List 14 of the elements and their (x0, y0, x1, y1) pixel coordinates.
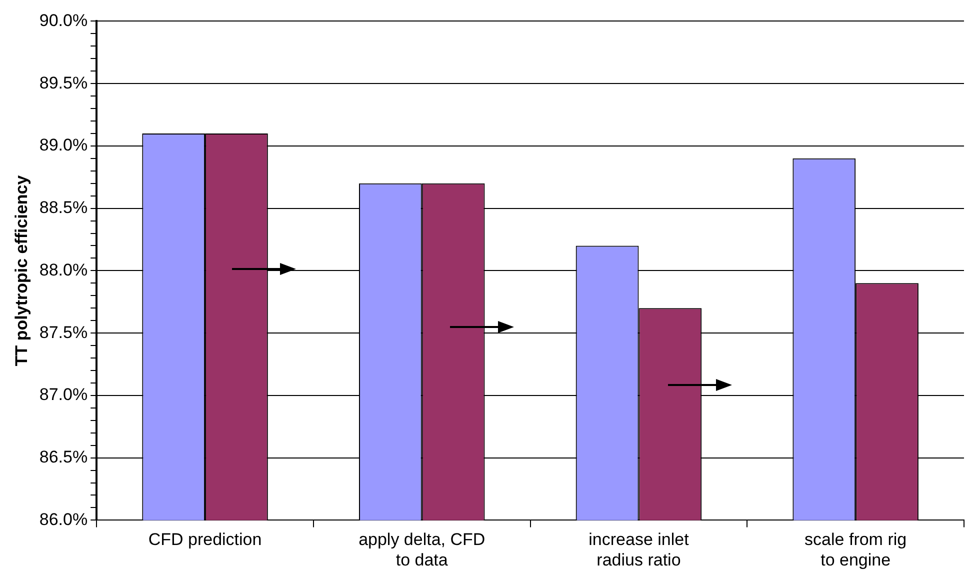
y-tick-label: 87.0% (39, 385, 88, 404)
x-tick-label: CFD prediction (148, 530, 262, 550)
y-tick-label: 87.5% (39, 322, 88, 342)
y-tick-label: 88.0% (39, 260, 88, 280)
y-tick-label: 86.5% (39, 448, 88, 467)
y-tick-label: 90.0% (39, 10, 88, 30)
y-axis-title: TT polytropic efficiency (12, 174, 31, 366)
y-tick-label: 86.0% (39, 510, 88, 529)
x-tick-label: scale from rig to engine (804, 530, 907, 570)
y-tick-label: 89.0% (39, 136, 88, 155)
y-tick-label: 89.5% (39, 73, 88, 92)
x-tick-label: increase inlet radius ratio (588, 530, 690, 570)
y-tick-label: 88.5% (39, 198, 88, 218)
x-tick-label: apply delta, CFD to data (358, 530, 486, 570)
